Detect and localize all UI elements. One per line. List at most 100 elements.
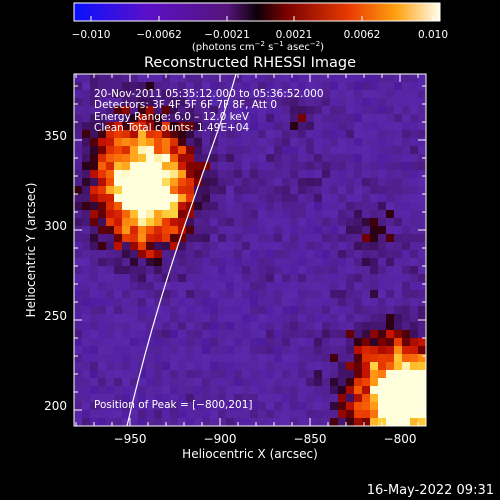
- image-pixel: [314, 314, 323, 323]
- image-pixel: [82, 370, 91, 379]
- image-pixel: [362, 386, 371, 395]
- image-pixel: [170, 106, 179, 115]
- image-pixel: [402, 322, 411, 331]
- image-pixel: [298, 178, 307, 187]
- image-pixel: [82, 394, 91, 403]
- image-pixel: [306, 138, 315, 147]
- image-pixel: [202, 154, 211, 163]
- image-pixel: [202, 218, 211, 227]
- image-pixel: [106, 242, 115, 251]
- image-pixel: [370, 186, 379, 195]
- image-pixel: [346, 202, 355, 211]
- image-pixel: [186, 418, 195, 426]
- image-pixel: [186, 282, 195, 291]
- image-pixel: [306, 194, 315, 203]
- image-pixel: [234, 202, 243, 211]
- image-pixel: [82, 90, 91, 99]
- image-pixel: [74, 74, 83, 83]
- image-pixel: [106, 394, 115, 403]
- image-pixel: [146, 138, 155, 147]
- image-pixel: [282, 322, 291, 331]
- image-pixel: [202, 402, 211, 411]
- image-pixel: [138, 114, 147, 123]
- image-pixel: [162, 90, 171, 99]
- image-pixel: [114, 418, 123, 426]
- image-pixel: [258, 202, 267, 211]
- image-pixel: [146, 394, 155, 403]
- image-pixel: [170, 98, 179, 107]
- image-pixel: [258, 258, 267, 267]
- image-pixel: [322, 226, 331, 235]
- image-pixel: [410, 210, 419, 219]
- image-pixel: [202, 354, 211, 363]
- image-pixel: [274, 106, 283, 115]
- image-pixel: [290, 378, 299, 387]
- image-pixel: [250, 106, 259, 115]
- image-pixel: [74, 106, 83, 115]
- image-pixel: [98, 106, 107, 115]
- image-pixel: [330, 322, 339, 331]
- image-pixel: [362, 338, 371, 347]
- image-pixel: [154, 106, 163, 115]
- image-pixel: [154, 154, 163, 163]
- image-pixel: [242, 250, 251, 259]
- image-pixel: [178, 362, 187, 371]
- image-pixel: [226, 82, 235, 91]
- image-pixel: [122, 90, 131, 99]
- image-pixel: [266, 210, 275, 219]
- image-pixel: [82, 138, 91, 147]
- image-pixel: [162, 314, 171, 323]
- image-pixel: [258, 354, 267, 363]
- image-pixel: [282, 98, 291, 107]
- image-pixel: [378, 346, 387, 355]
- image-pixel: [338, 210, 347, 219]
- image-pixel: [394, 338, 403, 347]
- image-pixel: [178, 402, 187, 411]
- image-pixel: [74, 338, 83, 347]
- image-pixel: [218, 178, 227, 187]
- image-pixel: [74, 138, 83, 147]
- image-pixel: [82, 234, 91, 243]
- image-pixel: [298, 258, 307, 267]
- image-pixel: [170, 226, 179, 235]
- image-pixel: [202, 234, 211, 243]
- image-pixel: [170, 346, 179, 355]
- image-pixel: [186, 378, 195, 387]
- image-pixel: [386, 266, 395, 275]
- image-pixel: [130, 386, 139, 395]
- image-pixel: [74, 202, 83, 211]
- image-pixel: [138, 122, 147, 131]
- image-pixel: [234, 266, 243, 275]
- image-pixel: [370, 274, 379, 283]
- image-pixel: [202, 146, 211, 155]
- image-pixel: [354, 202, 363, 211]
- image-pixel: [314, 210, 323, 219]
- image-pixel: [370, 314, 379, 323]
- image-pixel: [354, 354, 363, 363]
- image-pixel: [122, 202, 131, 211]
- image-pixel: [106, 362, 115, 371]
- image-pixel: [298, 378, 307, 387]
- image-pixel: [178, 290, 187, 299]
- image-pixel: [362, 162, 371, 171]
- image-pixel: [322, 282, 331, 291]
- image-pixel: [242, 410, 251, 419]
- image-pixel: [234, 370, 243, 379]
- image-pixel: [306, 370, 315, 379]
- image-pixel: [138, 346, 147, 355]
- image-pixel: [162, 122, 171, 131]
- image-pixel: [290, 194, 299, 203]
- image-pixel: [394, 354, 403, 363]
- image-pixel: [186, 130, 195, 139]
- image-pixel: [338, 338, 347, 347]
- image-pixel: [242, 402, 251, 411]
- image-pixel: [90, 186, 99, 195]
- image-pixel: [354, 170, 363, 179]
- image-pixel: [138, 354, 147, 363]
- image-pixel: [122, 146, 131, 155]
- image-pixel: [410, 218, 419, 227]
- image-pixel: [322, 258, 331, 267]
- image-pixel: [90, 74, 99, 83]
- image-pixel: [322, 90, 331, 99]
- image-pixel: [402, 354, 411, 363]
